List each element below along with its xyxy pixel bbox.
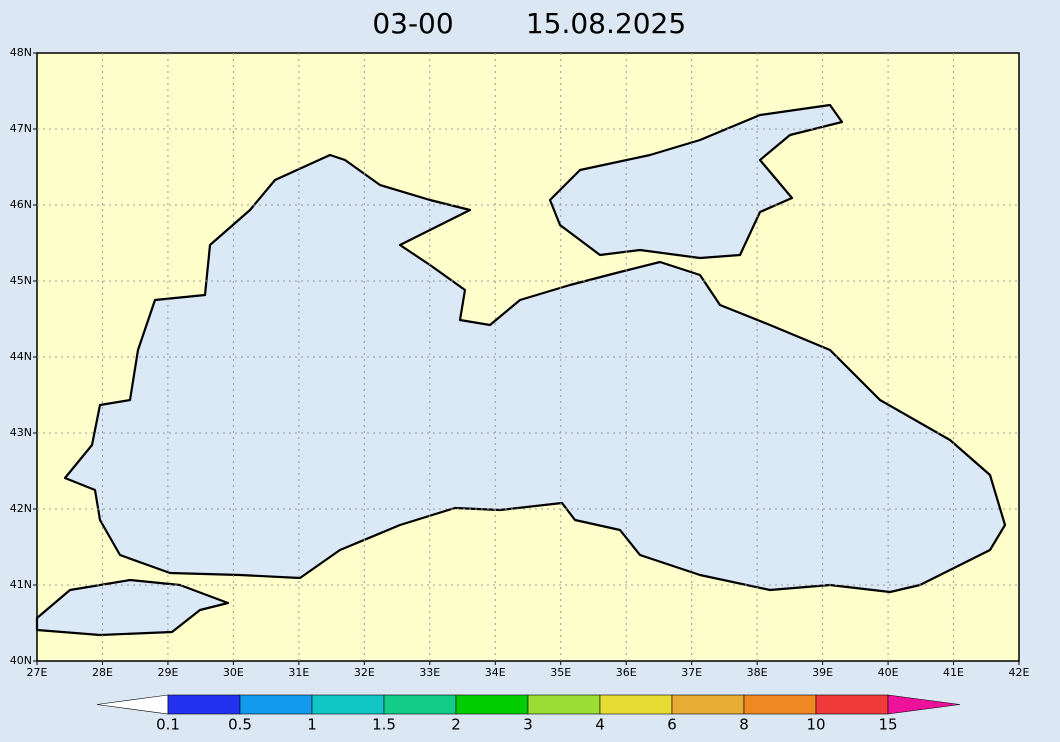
colorbar-box <box>311 694 385 715</box>
lat-label: 44N <box>10 350 32 363</box>
axis-ticks: 27E 28E 29E 30E 31E 32E 33E 34E 35E 36E 37E 38E 39E 4… <box>10 46 1030 679</box>
sea-of-marmara <box>35 578 230 637</box>
colorbar-label: 8 <box>739 716 749 734</box>
colorbar-box <box>599 694 673 715</box>
colorbar-label: 3 <box>523 716 533 734</box>
lon-label: 31E <box>288 666 309 679</box>
lon-label: 33E <box>419 666 440 679</box>
lat-label: 40N <box>10 654 32 667</box>
lon-label: 28E <box>92 666 113 679</box>
colorbar-arrow-left <box>96 694 169 715</box>
colorbar-label: 0.5 <box>228 716 252 734</box>
sea-group <box>35 103 1007 637</box>
lat-label: 43N <box>10 426 32 439</box>
lon-label: 36E <box>616 666 637 679</box>
colorbar-arrow-right <box>887 694 961 715</box>
title-date: 15.08.2025 <box>526 7 686 40</box>
colorbar-label: 15 <box>878 716 897 734</box>
lon-label: 29E <box>157 666 178 679</box>
lon-label: 30E <box>223 666 244 679</box>
lat-label: 46N <box>10 198 32 211</box>
colorbar-box <box>383 694 457 715</box>
colorbar-label: 10 <box>806 716 825 734</box>
lon-label: 27E <box>27 666 48 679</box>
lat-label: 42N <box>10 502 32 515</box>
lon-label: 38E <box>747 666 768 679</box>
lon-label: 35E <box>550 666 571 679</box>
lon-label: 34E <box>485 666 506 679</box>
lon-label: 42E <box>1009 666 1030 679</box>
lon-label: 41E <box>943 666 964 679</box>
colorbar-box <box>815 694 889 715</box>
colorbar-label: 4 <box>595 716 605 734</box>
lat-label: 48N <box>10 46 32 59</box>
colorbar-box <box>671 694 745 715</box>
title-time: 03-00 <box>372 7 453 40</box>
lat-label: 45N <box>10 274 32 287</box>
lon-label: 32E <box>354 666 375 679</box>
colorbar-label: 0.1 <box>156 716 180 734</box>
colorbar-box <box>455 694 529 715</box>
black-sea <box>63 153 1007 594</box>
lon-label: 39E <box>812 666 833 679</box>
colorbar-label: 1.5 <box>372 716 396 734</box>
colorbar-box <box>743 694 817 715</box>
colorbar-box <box>167 694 241 715</box>
lat-label: 47N <box>10 122 32 135</box>
colorbar-box <box>527 694 601 715</box>
colorbar-label: 6 <box>667 716 677 734</box>
lon-label: 40E <box>878 666 899 679</box>
colorbar-box <box>239 694 313 715</box>
colorbar-label: 2 <box>451 716 461 734</box>
colorbar: 0.1 0.5 1 1.5 2 3 4 6 8 10 15 <box>96 694 961 734</box>
colorbar-label: 1 <box>307 716 317 734</box>
grid <box>37 53 1019 661</box>
lat-label: 41N <box>10 578 32 591</box>
lon-label: 37E <box>681 666 702 679</box>
